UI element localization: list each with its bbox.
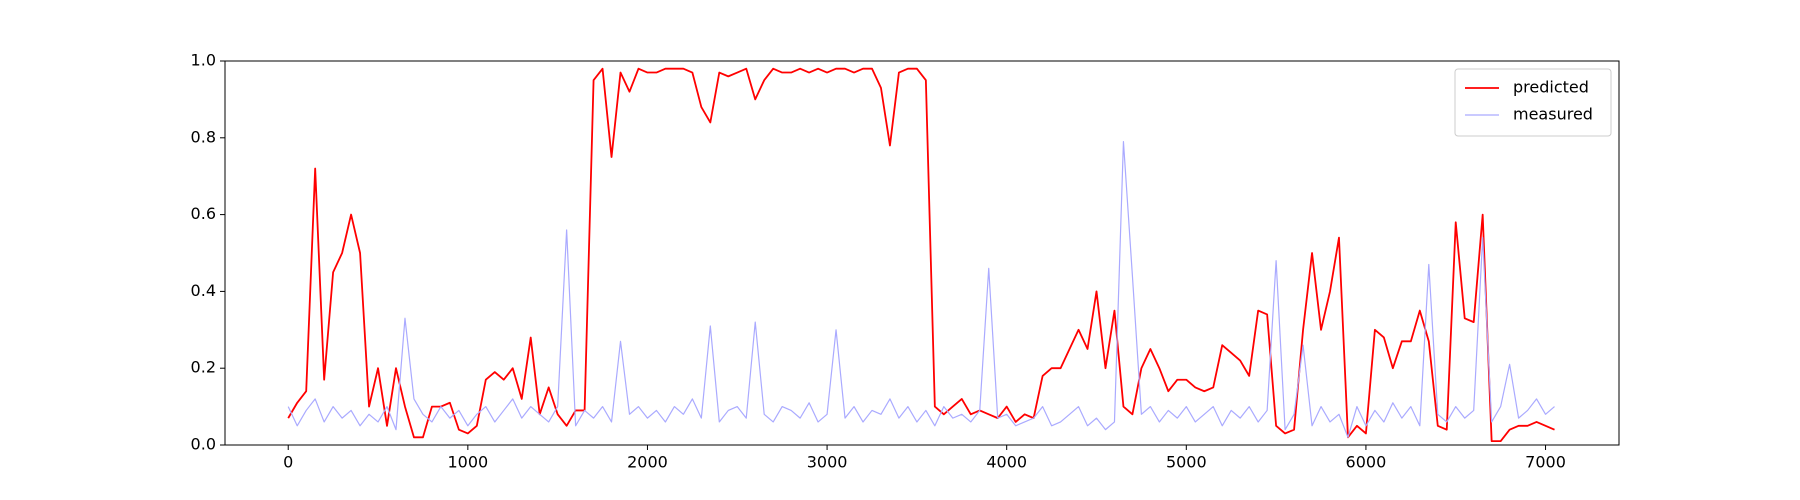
x-tick-label: 6000 <box>1346 453 1387 472</box>
legend-box <box>1454 68 1612 137</box>
x-tick-label: 1000 <box>447 453 488 472</box>
y-tick-label: 1.0 <box>191 51 216 70</box>
x-tick-label: 0 <box>283 453 293 472</box>
x-tick-label: 4000 <box>986 453 1027 472</box>
x-tick-label: 5000 <box>1166 453 1207 472</box>
x-tick-label: 2000 <box>627 453 668 472</box>
y-tick-label: 0.4 <box>191 281 216 300</box>
line-series <box>287 67 1555 443</box>
y-tick-label: 0.0 <box>191 435 216 454</box>
x-tick-label: 7000 <box>1525 453 1566 472</box>
legend-label: measured <box>1513 105 1593 124</box>
plot-frame <box>224 60 1620 446</box>
y-tick-label: 0.6 <box>191 204 216 223</box>
legend-label: predicted <box>1513 78 1589 97</box>
line-series <box>287 141 1555 438</box>
x-tick-label: 3000 <box>807 453 848 472</box>
y-tick-label: 0.2 <box>191 358 216 377</box>
y-tick-label: 0.8 <box>191 127 216 146</box>
